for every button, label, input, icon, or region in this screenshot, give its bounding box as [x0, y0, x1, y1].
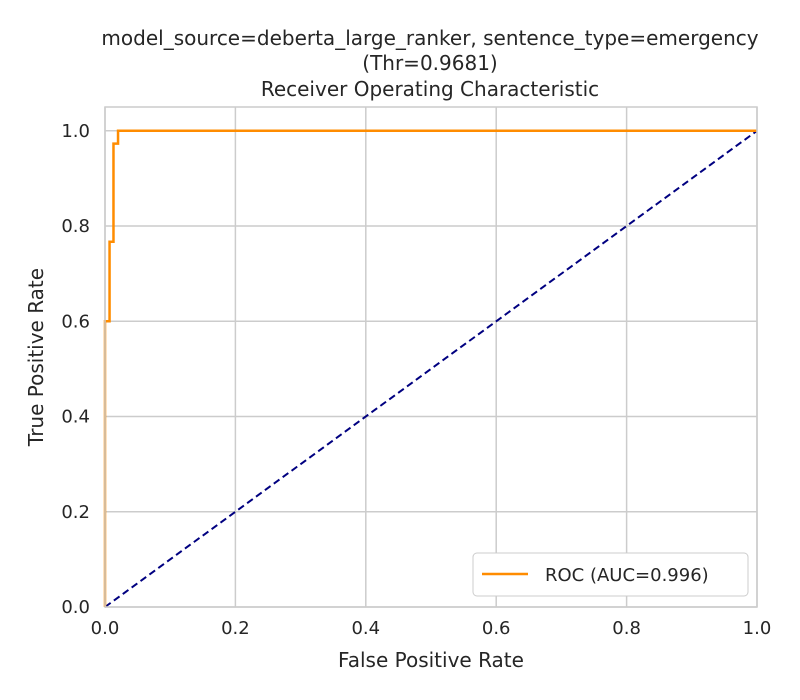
chart-title-line-1: model_source=deberta_large_ranker, sente… — [101, 26, 758, 50]
y-tick-label: 0.0 — [61, 597, 90, 618]
y-tick-label: 0.6 — [61, 311, 90, 332]
y-tick-label: 0.2 — [61, 502, 90, 523]
chart-title-line-3: Receiver Operating Characteristic — [261, 77, 599, 101]
roc-curve — [103, 129, 757, 607]
plot-frame — [104, 106, 758, 608]
legend-box — [472, 552, 749, 597]
legend-label-roc: ROC (AUC=0.996) — [545, 565, 709, 586]
x-axis-label: False Positive Rate — [338, 648, 524, 672]
chart-title-line-2: (Thr=0.9681) — [362, 51, 497, 75]
tick-labels: 0.0 0.2 0.4 0.6 0.8 1.0 0.0 0.2 0.4 0.6 0.8 1.0 — [61, 121, 771, 639]
x-tick-label: 0.4 — [351, 618, 380, 639]
x-tick-label: 0.0 — [91, 618, 120, 639]
plot-series — [103, 129, 758, 608]
y-tick-label: 1.0 — [61, 121, 90, 142]
chance-diagonal — [104, 130, 758, 608]
y-tick-label: 0.4 — [61, 407, 90, 428]
x-tick-label: 1.0 — [743, 618, 772, 639]
y-axis-label: True Positive Rate — [24, 268, 48, 447]
x-tick-label: 0.2 — [221, 618, 250, 639]
y-tick-label: 0.8 — [61, 216, 90, 237]
x-tick-label: 0.6 — [482, 618, 511, 639]
grid — [104, 107, 758, 608]
x-tick-label: 0.8 — [612, 618, 641, 639]
chart-title: model_source=deberta_large_ranker, sente… — [101, 26, 758, 101]
legend: ROC (AUC=0.996) — [472, 552, 749, 597]
